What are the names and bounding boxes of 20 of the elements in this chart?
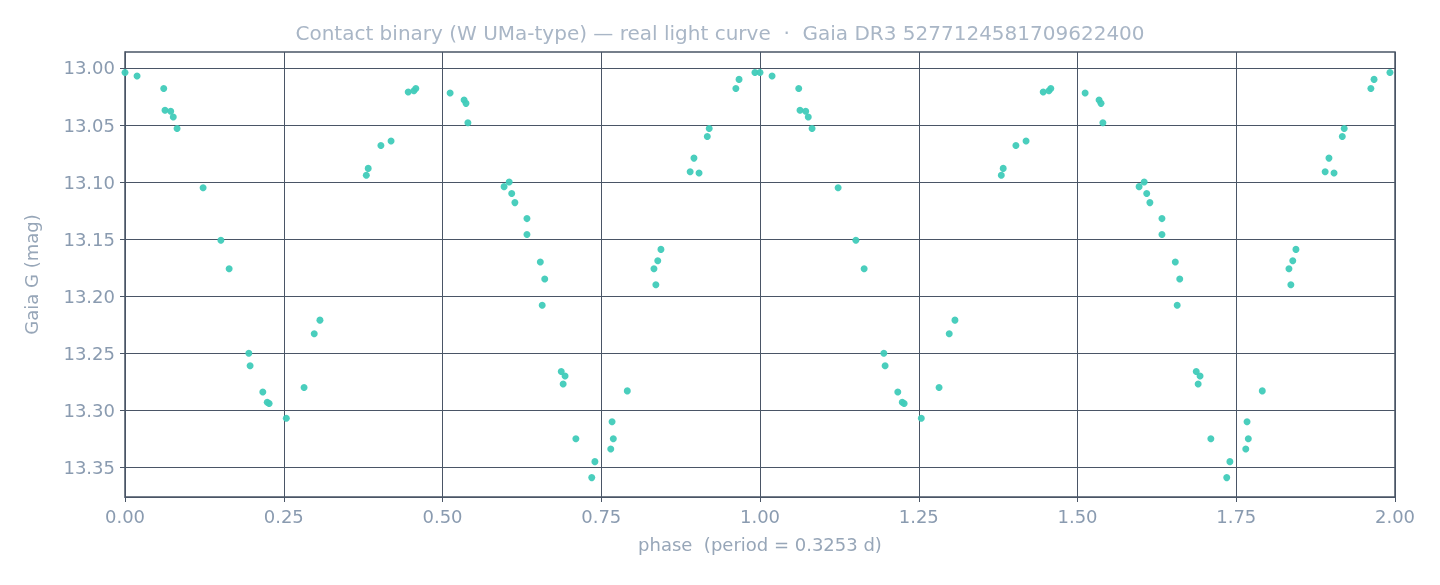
y-tick-label: 13.10	[63, 171, 115, 193]
x-tick-label: 1.75	[1216, 505, 1257, 527]
x-tick-label: 0.25	[263, 505, 304, 527]
y-tick-label: 13.30	[63, 399, 115, 421]
x-tick-label: 2.00	[1374, 505, 1416, 527]
x-tick-label: 1.25	[898, 505, 939, 527]
y-tick-label: 13.25	[63, 342, 115, 364]
chart-title: Contact binary (W UMa-type) — real light curve · Gaia DR3 5277124581709622400	[295, 21, 1145, 45]
y-tick-label: 13.05	[63, 114, 115, 136]
y-axis-title: Gaia G (mag)	[20, 214, 42, 335]
x-tick-label: 0.00	[104, 505, 146, 527]
y-tick-label: 13.20	[63, 285, 115, 307]
x-tick-label: 0.50	[422, 505, 463, 527]
x-tick-label: 0.75	[581, 505, 622, 527]
x-axis-title: phase (period = 0.3253 d)	[638, 533, 882, 555]
y-tick-label: 13.35	[63, 456, 115, 478]
x-tick-label: 1.50	[1057, 505, 1098, 527]
y-tick-label: 13.15	[63, 228, 115, 250]
y-tick-label: 13.00	[63, 57, 115, 79]
x-tick-label: 1.00	[739, 505, 781, 527]
